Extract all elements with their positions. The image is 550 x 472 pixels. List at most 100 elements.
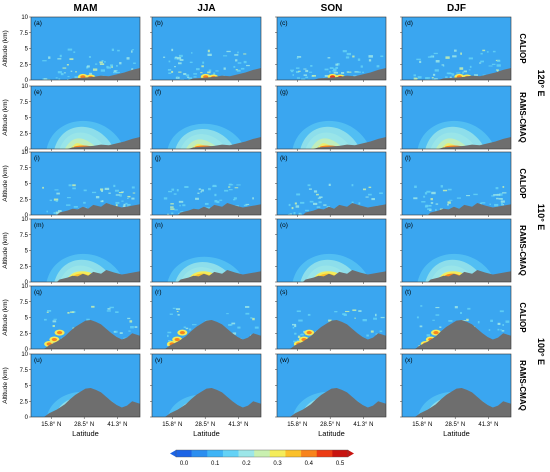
y-tick-label: 0	[25, 280, 29, 286]
aerosol-speckle	[293, 212, 296, 215]
aerosol-speckle	[52, 320, 57, 323]
aerosol-speckle	[236, 184, 241, 186]
panel-background	[277, 17, 386, 80]
aerosol-speckle	[453, 49, 457, 52]
aerosol-speckle	[131, 68, 134, 71]
colorbar-segment	[207, 450, 224, 457]
aerosol-speckle	[53, 198, 59, 201]
aerosol-speckle	[57, 71, 62, 74]
aerosol-speckle	[174, 209, 178, 211]
colorbar-segment	[332, 450, 349, 457]
aerosol-speckle	[57, 210, 62, 213]
aerosol-speckle	[106, 310, 111, 312]
aerosol-speckle	[352, 309, 357, 312]
colorbar-segment	[176, 450, 192, 457]
panel-label: (t)	[405, 289, 411, 296]
aerosol-speckle	[446, 204, 449, 206]
y-tick-label: 2.5	[20, 264, 29, 270]
aerosol-speckle	[86, 65, 90, 68]
x-tick-label: 15.8° N	[162, 422, 182, 428]
aerosol-speckle	[122, 205, 126, 208]
x-tick-label: 41.3° N	[107, 422, 127, 428]
panel-content	[277, 50, 386, 80]
aerosol-speckle	[495, 187, 499, 190]
aerosol-speckle	[121, 200, 124, 202]
aerosol-speckle	[86, 318, 90, 321]
aerosol-speckle	[57, 58, 62, 60]
aerosol-speckle	[216, 200, 220, 204]
aerosol-speckle	[67, 48, 73, 51]
aerosol-speckle	[126, 57, 130, 60]
aerosol-speckle	[133, 62, 136, 64]
aerosol-speckle	[499, 193, 503, 196]
aerosol-speckle	[478, 348, 480, 349]
aerosol-speckle	[95, 63, 98, 65]
aerosol-speckle	[60, 72, 64, 76]
aerosol-speckle	[245, 312, 250, 315]
aerosol-speckle	[419, 60, 422, 64]
aerosol-speckle	[334, 310, 338, 313]
aerosol-speckle	[46, 311, 49, 313]
aerosol-speckle	[134, 326, 138, 328]
aerosol-speckle	[462, 320, 467, 322]
aerosol-hotspot	[179, 331, 185, 335]
aerosol-speckle	[127, 195, 131, 198]
aerosol-speckle	[496, 69, 499, 72]
aerosol-speckle	[358, 310, 362, 312]
aerosol-speckle	[246, 64, 250, 67]
y-tick-label: 10	[21, 217, 28, 223]
terrain	[402, 270, 511, 282]
aerosol-speckle	[183, 73, 187, 76]
longitude-label: 120° E	[536, 69, 546, 96]
panel-label: (i)	[34, 155, 40, 162]
panel-label: (n)	[155, 222, 163, 229]
season-title-jja: JJA	[197, 3, 215, 14]
aerosol-hotspot	[51, 337, 57, 342]
y-tick-label: 5	[25, 316, 29, 322]
aerosol-speckle	[100, 69, 106, 72]
aerosol-speckle	[213, 72, 216, 75]
aerosol-speckle	[67, 312, 70, 314]
aerosol-speckle	[498, 323, 500, 325]
aerosol-speckle	[303, 74, 308, 76]
aerosol-speckle	[435, 208, 437, 212]
aerosol-speckle	[294, 332, 297, 335]
aerosol-speckle	[55, 200, 58, 203]
aerosol-speckle	[380, 55, 384, 58]
aerosol-speckle	[488, 65, 493, 67]
aerosol-speckle	[115, 204, 118, 207]
aerosol-speckle	[491, 195, 495, 197]
aerosol-speckle	[243, 204, 248, 207]
aerosol-speckle	[342, 50, 347, 53]
aerosol-speckle	[305, 69, 309, 73]
aerosol-speckle	[351, 201, 354, 204]
panel-h: (h)	[400, 85, 512, 151]
panel-label: (g)	[280, 89, 288, 96]
panel-label: (q)	[34, 289, 42, 296]
row-source-label: RAMS-CMAQ	[518, 360, 527, 411]
aerosol-speckle	[429, 55, 434, 58]
aerosol-speckle	[67, 76, 70, 78]
aerosol-speckle	[233, 198, 236, 201]
aerosol-speckle	[371, 198, 375, 201]
aerosol-speckle	[299, 334, 304, 336]
aerosol-speckle	[379, 192, 383, 195]
colorbar-tick-label: 0.2	[242, 461, 251, 467]
panel-content	[402, 305, 511, 349]
aerosol-speckle	[83, 201, 86, 204]
aerosol-speckle	[427, 77, 431, 79]
aerosol-speckle	[376, 65, 380, 68]
y-tick-label: 0	[25, 147, 29, 153]
aerosol-speckle	[419, 325, 423, 328]
aerosol-speckle	[295, 67, 300, 69]
aerosol-speckle	[308, 71, 313, 73]
aerosol-speckle	[416, 58, 421, 61]
longitude-label: 110° E	[536, 204, 546, 231]
aerosol-speckle	[432, 73, 436, 76]
season-titles: MAM JJA SON DJF	[74, 3, 466, 14]
panel-content	[402, 388, 511, 417]
panel-label: (e)	[34, 89, 42, 96]
aerosol-speckle	[492, 50, 496, 53]
panel-j: (j)	[150, 151, 262, 217]
y-tick-label: 10	[21, 15, 28, 21]
